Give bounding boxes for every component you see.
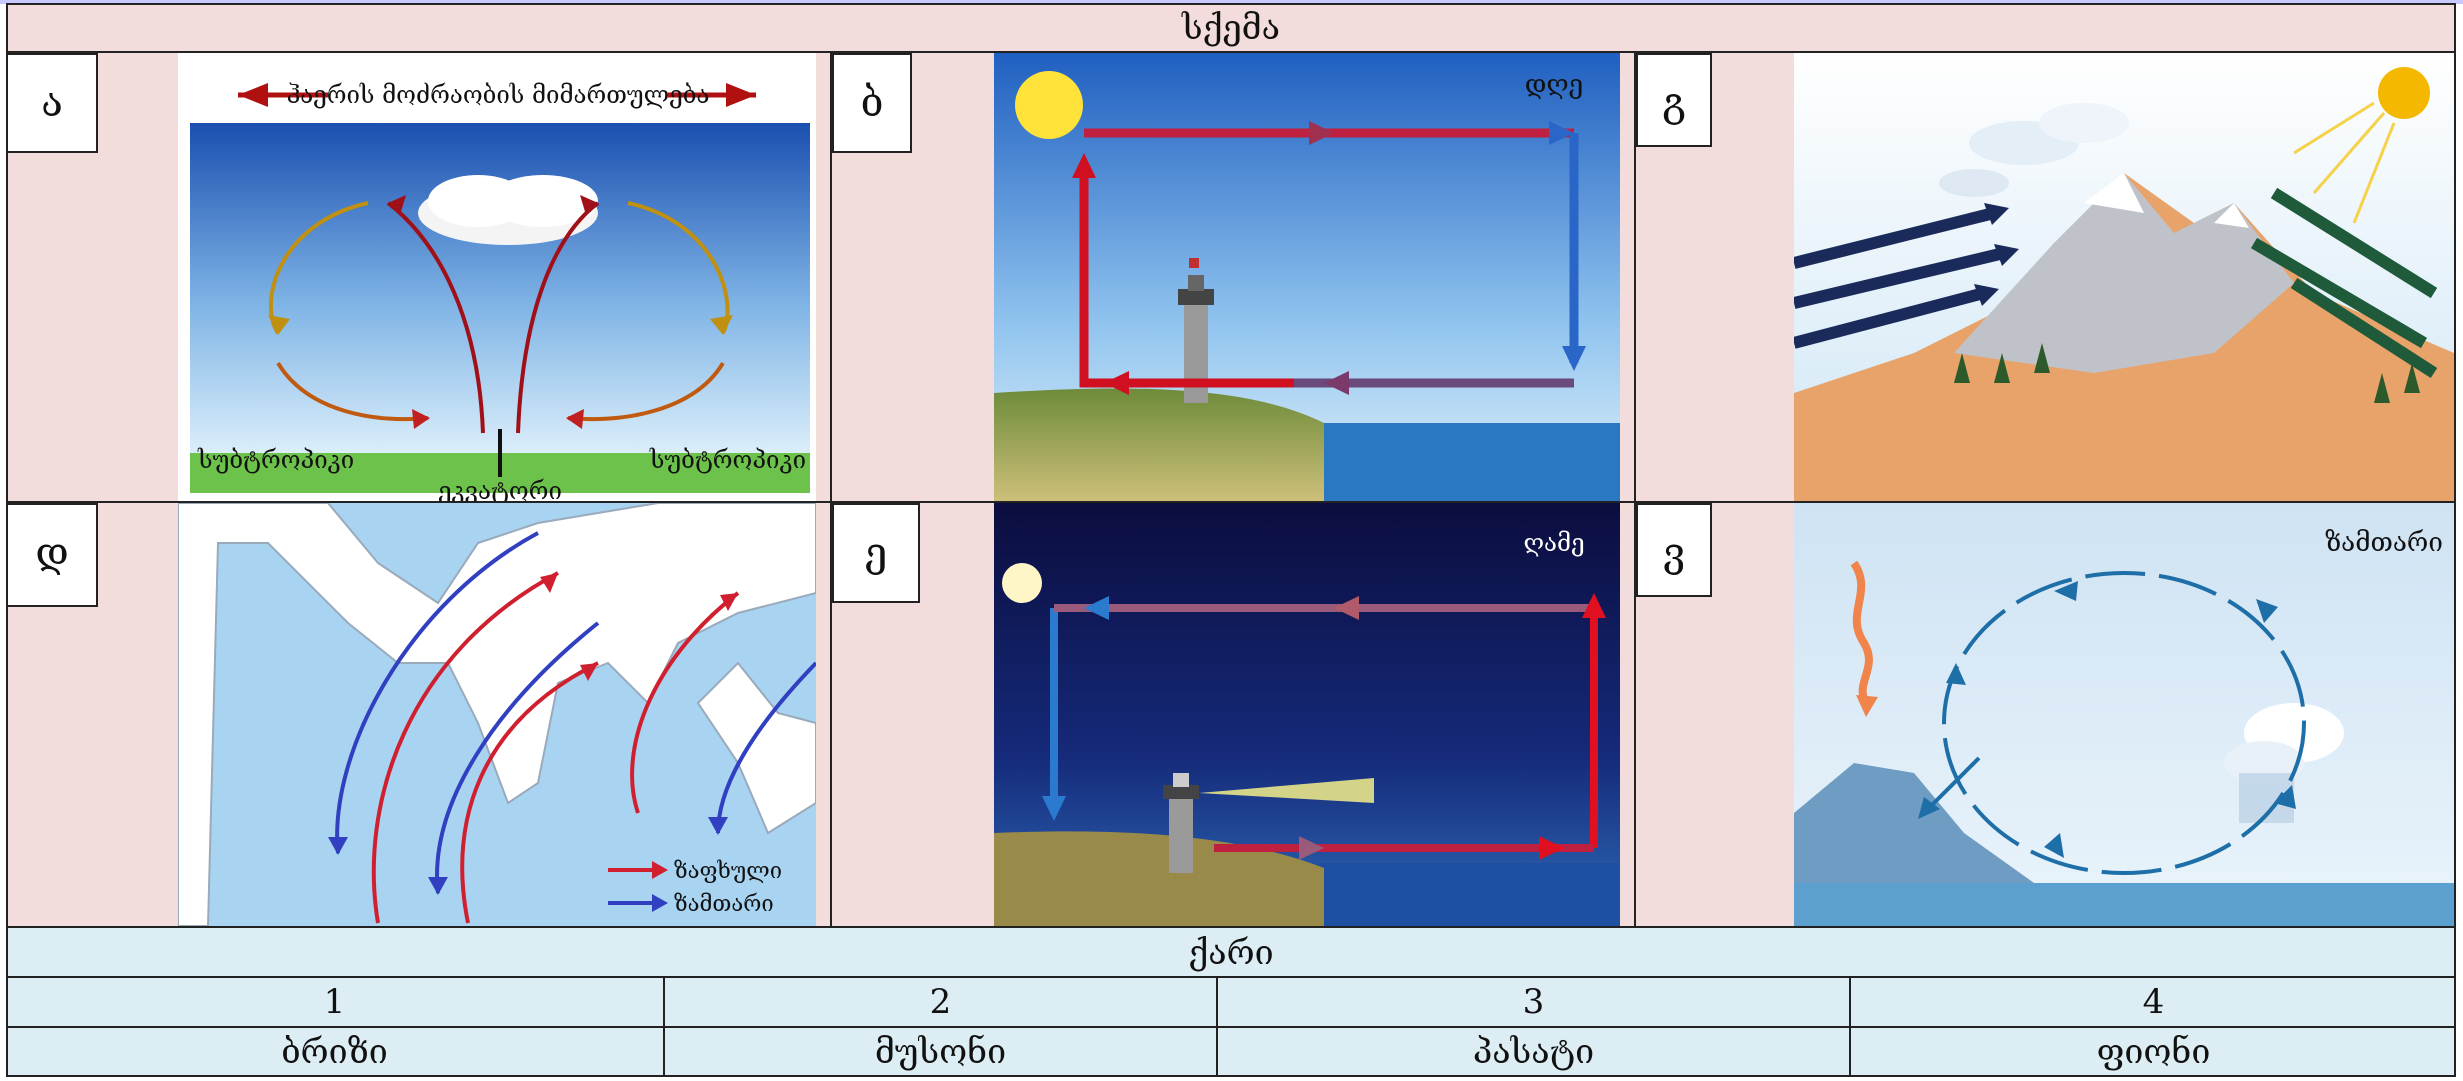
wind-name-trade-wind: პასატი (1218, 1028, 1851, 1077)
diagram-cell-v: ვ ზამთარი (1636, 503, 2456, 928)
monsoon-map-diagram: ზაფხული ზამთარი (178, 503, 816, 926)
wind-name-monsoon: მუსონი (665, 1028, 1218, 1077)
diagram-letter-b: ბ (832, 53, 912, 153)
legend-summer-label: ზაფხული (674, 859, 782, 884)
night-breeze-diagram: ღამე (994, 503, 1620, 926)
air-direction-label: ჰაერის მოძრაობის მიმართულება (287, 81, 710, 109)
diagram-letter-v: ვ (1636, 503, 1712, 597)
subtropics-right-label: სუბტროპიკი (649, 446, 806, 474)
diagram-letter-a: ა (6, 53, 98, 153)
trade-wind-cycle-diagram: ზამთარი (1794, 503, 2454, 926)
wind-numbers-row: 1 2 3 4 (6, 978, 2456, 1028)
wind-title: ქარი (6, 928, 2456, 978)
diagram-cell-a: ა ჰაერის მოძრაობის მიმართულება (6, 53, 832, 503)
diagram-cell-e: ე ღამე (832, 503, 1636, 928)
wind-name-breeze: ბრიზი (6, 1028, 665, 1077)
foehn-mountain-diagram (1794, 53, 2454, 501)
diagram-cell-b: ბ (832, 53, 1636, 503)
legend-winter-label: ზამთარი (674, 892, 774, 917)
wind-number-4: 4 (2142, 982, 2165, 1022)
day-label: დღე (1525, 70, 1584, 100)
diagram-letter-e: ე (832, 503, 920, 603)
hadley-cell-diagram: ჰაერის მოძრაობის მიმართულება სუბტროპიკი … (178, 53, 816, 501)
wind-names-row: ბრიზი მუსონი პასატი ფიონი (6, 1028, 2456, 1077)
diagram-cell-g: გ (1636, 53, 2456, 503)
wind-name-foehn: ფიონი (2096, 1032, 2211, 1072)
wind-number-1: 1 (6, 978, 665, 1026)
table-frame (6, 3, 2456, 1077)
winter-label: ზამთარი (2325, 528, 2443, 558)
night-label: ღამე (1523, 529, 1584, 557)
wind-number-3: 3 (1218, 978, 1851, 1026)
diagram-letter-d: დ (6, 503, 98, 607)
day-breeze-diagram: დღე (994, 53, 1620, 501)
subtropics-left-label: სუბტროპიკი (197, 446, 354, 474)
wind-number-2: 2 (665, 978, 1218, 1026)
scheme-title: სქემა (6, 3, 2456, 53)
diagram-letter-g: გ (1636, 53, 1712, 147)
diagram-cell-d: დ ზაფხული ზამთარი (6, 503, 832, 928)
top-decoration-line (0, 0, 2463, 4)
equator-label: ეკვატორი (438, 477, 562, 501)
